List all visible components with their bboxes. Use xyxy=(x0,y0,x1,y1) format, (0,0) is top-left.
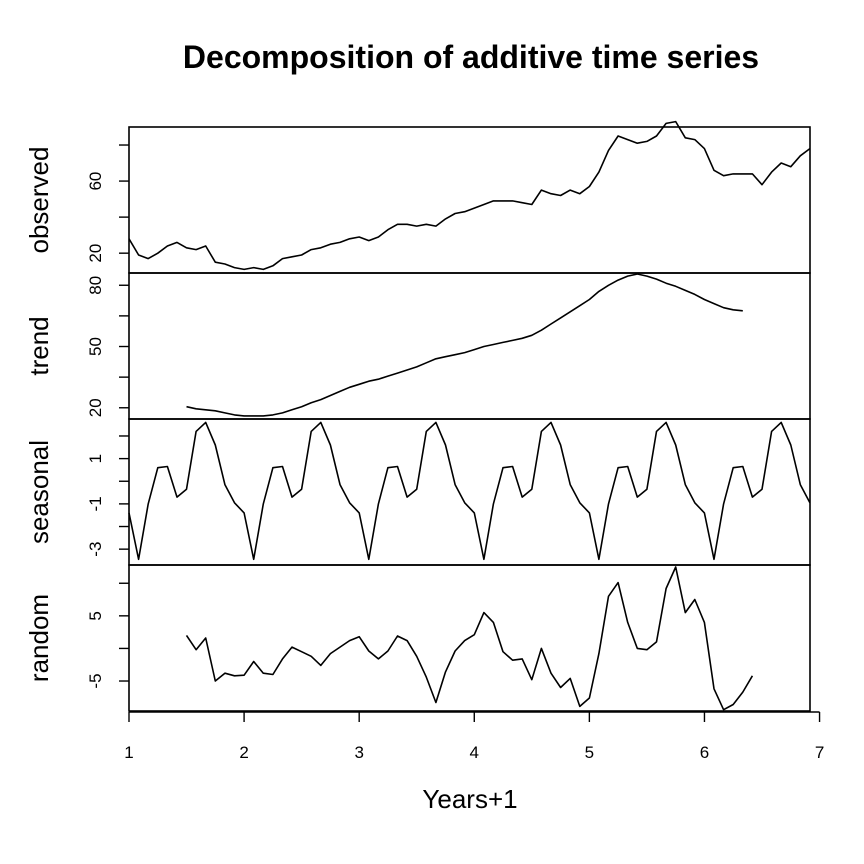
x-tick-label: 4 xyxy=(470,743,479,762)
y-tick-label: 20 xyxy=(86,244,105,263)
x-tick-label: 1 xyxy=(124,743,133,762)
x-axis: 1 2 3 4 5 6 7 xyxy=(124,711,824,762)
y-tick-label: 5 xyxy=(86,611,105,620)
panel-seasonal: -3 -1 1 seasonal xyxy=(24,418,811,566)
y-tick-label: -1 xyxy=(86,496,105,511)
series-line-random xyxy=(185,566,754,711)
panel-frame-random xyxy=(128,564,811,712)
series-line-trend xyxy=(186,273,743,417)
panel-random: -5 5 random xyxy=(24,564,811,712)
panel-trend: 20 50 80 trend xyxy=(24,272,811,420)
series-line-seasonal xyxy=(128,421,811,561)
x-tick-label: 5 xyxy=(585,743,594,762)
panel-frame-observed xyxy=(128,126,811,274)
y-tick-label: 60 xyxy=(86,172,105,191)
x-tick-label: 3 xyxy=(354,743,363,762)
series-line-observed xyxy=(128,120,811,271)
y-tick-label: -5 xyxy=(86,673,105,688)
panel-observed: 20 60 observed xyxy=(24,120,811,274)
y-tick-label: -3 xyxy=(86,542,105,557)
x-axis-label: Years+1 xyxy=(422,784,517,814)
x-tick-label: 2 xyxy=(239,743,248,762)
y-tick-label: 80 xyxy=(86,276,105,295)
x-tick-label: 7 xyxy=(815,743,824,762)
panels-layer: 20 60 observed 20 50 80 trend -3 -1 1 seasonal -5 5 r… xyxy=(24,120,811,712)
y-axis-label-seasonal: seasonal xyxy=(24,440,54,544)
y-tick-label: 50 xyxy=(86,337,105,356)
y-tick-label: 1 xyxy=(86,454,105,463)
y-axis-label-random: random xyxy=(24,594,54,682)
y-tick-label: 20 xyxy=(86,398,105,417)
y-axis-label-trend: trend xyxy=(24,316,54,375)
x-tick-label: 6 xyxy=(700,743,709,762)
panel-frame-trend xyxy=(128,272,811,420)
y-axis-label-observed: observed xyxy=(24,147,54,254)
chart-title: Decomposition of additive time series xyxy=(183,39,759,75)
panel-frame-seasonal xyxy=(128,418,811,566)
